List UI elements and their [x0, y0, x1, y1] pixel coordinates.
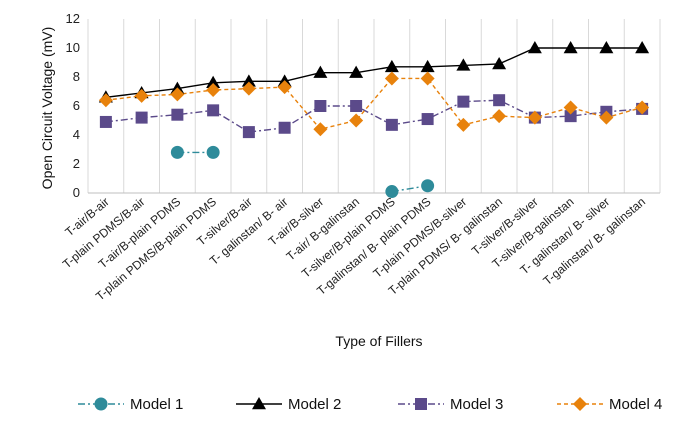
model-3-point — [135, 111, 148, 124]
y-tick-label: 8 — [73, 69, 80, 84]
y-axis-title: Open Circuit Voltage (mV) — [39, 27, 55, 190]
model-3-point — [493, 94, 506, 107]
model-4-point — [349, 113, 364, 128]
x-axis-title: Type of Fillers — [335, 333, 422, 349]
legend-label-model-1: Model 1 — [130, 396, 183, 413]
model-1-point — [421, 179, 435, 193]
legend-marker-model-1 — [94, 397, 108, 411]
y-tick-label: 0 — [73, 185, 80, 200]
model-1-point — [170, 145, 184, 159]
model-4-point — [599, 110, 614, 125]
legend-label-model-4: Model 4 — [609, 396, 662, 413]
legend-marker-model-3 — [415, 398, 427, 410]
model-4-point — [563, 100, 578, 115]
y-tick-label: 6 — [73, 98, 80, 113]
model-4-point — [134, 88, 149, 103]
model-2-point — [420, 59, 435, 73]
model-4-point — [170, 87, 185, 102]
model-2-point — [635, 41, 650, 54]
model-3-point — [314, 100, 327, 112]
model-4-point — [420, 71, 435, 86]
model-3-point — [99, 115, 112, 128]
y-tick-label: 12 — [66, 11, 80, 26]
model-4-point — [206, 83, 221, 98]
y-tick-label: 4 — [73, 127, 80, 142]
model-1-point — [206, 145, 220, 159]
model-3-point — [207, 104, 220, 117]
model-4-point — [277, 80, 292, 95]
model-4-point — [635, 100, 650, 115]
legend-label-model-3: Model 3 — [450, 396, 503, 413]
model-2-point — [313, 65, 328, 78]
model-3-point — [242, 126, 255, 139]
model-4-point — [456, 117, 471, 132]
model-1-point — [385, 185, 399, 199]
model-2-point — [349, 65, 364, 78]
model-4-point — [384, 71, 399, 86]
model-2-point — [492, 56, 507, 70]
model-2-point — [456, 58, 471, 71]
model-4-point — [527, 110, 542, 125]
y-tick-labels: 0 2 4 6 8 10 12 — [66, 11, 80, 200]
legend-marker-model-2 — [252, 397, 266, 410]
model-4-line — [105, 77, 643, 130]
model-2-point — [599, 41, 614, 54]
model-3-point — [457, 95, 470, 108]
model-2-point — [527, 41, 542, 54]
model-3-point — [171, 108, 184, 121]
legend: Model 1 Model 2 Model 3 Model 4 — [78, 396, 662, 413]
y-tick-label: 2 — [73, 156, 80, 171]
model-4-point — [492, 109, 507, 124]
model-3-point — [385, 118, 398, 131]
model-4-point — [241, 81, 256, 96]
model-4-point — [313, 122, 328, 137]
model-3-point — [421, 113, 434, 126]
legend-item-model-4: Model 4 — [557, 396, 662, 413]
model-2-point — [384, 59, 399, 73]
y-tick-label: 10 — [66, 40, 80, 55]
model-2-point — [563, 41, 578, 54]
grid-lines — [87, 19, 661, 193]
model-3-point — [564, 110, 577, 123]
legend-item-model-1: Model 1 — [78, 396, 183, 413]
model-2-point — [241, 74, 256, 87]
legend-label-model-2: Model 2 — [288, 396, 341, 413]
legend-item-model-2: Model 2 — [236, 396, 341, 413]
model-3-point — [278, 121, 291, 134]
model-2-point — [206, 75, 221, 89]
model-2-line — [105, 47, 643, 98]
legend-marker-model-4 — [573, 397, 587, 411]
model-3-point — [350, 100, 363, 112]
model-4-point — [98, 93, 113, 108]
series-markers — [98, 41, 650, 199]
legend-item-model-3: Model 3 — [398, 396, 503, 413]
